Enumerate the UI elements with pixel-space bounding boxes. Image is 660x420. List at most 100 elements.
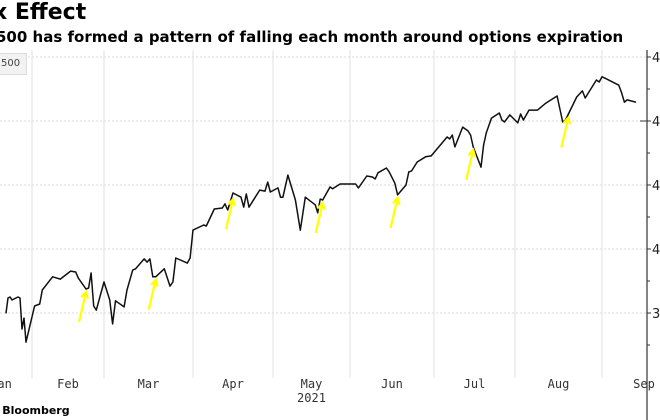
data-point (186, 262, 188, 264)
data-point (282, 196, 284, 198)
data-point (69, 270, 72, 272)
x-tick-label: Jan (0, 377, 12, 391)
data-point (240, 196, 242, 198)
data-point (374, 178, 376, 180)
data-point (562, 121, 564, 123)
annotation-arrows (77, 115, 572, 323)
annotation-arrow (465, 147, 477, 181)
data-point (425, 156, 427, 158)
data-point (509, 114, 511, 116)
source-note: : Bloomberg (0, 404, 70, 417)
data-point (132, 269, 134, 271)
data-point (371, 176, 373, 178)
data-point (75, 271, 77, 273)
data-point (227, 209, 229, 211)
annotation-arrow (224, 196, 236, 230)
data-point (385, 167, 387, 169)
data-point (623, 101, 626, 103)
y-tick-label: 4,400 (652, 115, 660, 130)
data-point (416, 161, 418, 163)
data-point (520, 113, 522, 115)
data-point (279, 196, 282, 198)
data-point (23, 317, 25, 319)
data-point (287, 174, 289, 176)
annotation-arrow (77, 289, 89, 323)
data-point (635, 101, 637, 103)
data-point (355, 183, 357, 185)
data-point (469, 134, 472, 136)
data-point (85, 288, 87, 290)
data-point (480, 166, 482, 168)
data-point (545, 102, 547, 104)
data-point (7, 297, 9, 299)
data-point (329, 186, 331, 188)
x-axis-labels: Jan Feb Mar Apr May Jun Jul Aug Sep 2021 (0, 377, 655, 405)
x-tick-label: Aug (548, 377, 570, 391)
y-axis: 3,800 4,000 4,200 4,400 4,600 (640, 50, 660, 420)
data-point (319, 198, 321, 200)
data-point (93, 305, 95, 307)
data-point (517, 122, 519, 124)
data-point (152, 276, 154, 278)
data-point (109, 299, 111, 301)
data-point (77, 277, 79, 279)
legend-item-500: 500 (0, 53, 28, 75)
data-point (243, 206, 245, 208)
series-points (5, 76, 637, 343)
data-point (498, 112, 500, 114)
data-point (467, 130, 469, 132)
x-tick-label: Feb (57, 377, 79, 391)
data-point (576, 96, 578, 98)
data-point (264, 190, 266, 192)
data-point (472, 146, 474, 148)
data-point (259, 189, 261, 191)
data-point (528, 109, 530, 111)
data-point (388, 171, 390, 173)
data-point (90, 272, 92, 274)
data-point (51, 276, 54, 278)
data-point (462, 126, 464, 128)
data-point (9, 296, 11, 298)
data-point (581, 90, 583, 92)
data-point (143, 258, 145, 260)
data-point (221, 207, 223, 209)
data-point (134, 268, 137, 270)
data-point (411, 170, 413, 172)
data-point (503, 121, 506, 123)
data-point (269, 191, 271, 193)
data-point (604, 77, 606, 79)
data-point (213, 208, 215, 210)
data-point (169, 285, 171, 287)
data-point (203, 224, 205, 226)
data-point (405, 184, 407, 186)
data-point (155, 276, 157, 278)
data-point (490, 117, 493, 119)
data-point (598, 81, 600, 83)
data-point (112, 323, 114, 325)
data-point (224, 203, 226, 205)
data-point (267, 181, 269, 183)
data-point (175, 257, 177, 259)
x-year-label: 2021 (297, 391, 326, 405)
data-point (618, 84, 620, 86)
data-point (522, 119, 525, 121)
data-point (595, 79, 597, 81)
data-point (59, 278, 61, 280)
gridlines (0, 50, 647, 378)
data-point (556, 95, 558, 97)
annotation-arrow (560, 115, 572, 148)
data-point (449, 138, 451, 140)
data-point (621, 92, 623, 94)
chart-title: Ex Effect (0, 0, 87, 25)
data-point (451, 134, 453, 136)
data-point (626, 99, 628, 101)
data-point (394, 182, 396, 184)
data-point (304, 196, 306, 198)
data-point (483, 144, 485, 146)
data-point (501, 119, 503, 121)
data-point (248, 206, 250, 208)
data-point (39, 303, 41, 305)
data-point (294, 199, 296, 201)
data-point (317, 212, 319, 214)
